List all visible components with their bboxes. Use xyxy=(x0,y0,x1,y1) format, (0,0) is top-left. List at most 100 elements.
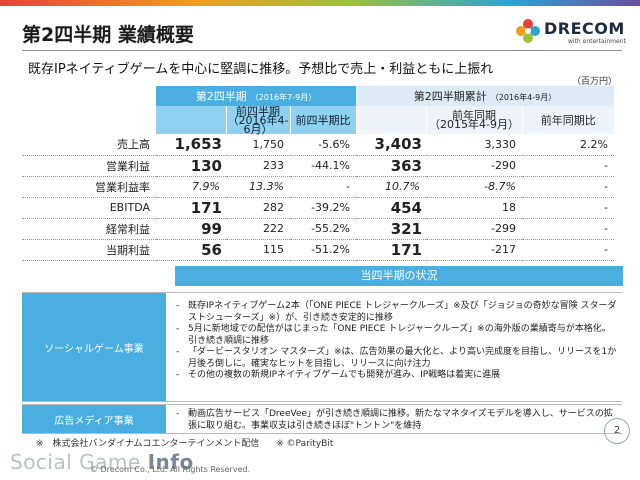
prev-quarter-value: 1,750 xyxy=(226,134,290,156)
quarter-value: 1,653 xyxy=(156,134,226,156)
ad-media-body: - 動画広告サービス「DreeVee」が引き続き順調に推移。新たなマネタイズモデル… xyxy=(174,409,618,432)
flower-logo-icon xyxy=(516,19,540,43)
quarter-value: 99 xyxy=(156,218,226,240)
table-row: 営業利益 130 233 -44.1% 363 -290 - xyxy=(22,155,614,177)
table-row: EBITDA 171 282 -39.2% 454 18 - xyxy=(22,197,614,219)
prev-quarter-header-line1: 前四半期 xyxy=(236,104,280,118)
yoy-ratio: - xyxy=(522,176,614,198)
drecom-logo: DRECOM with entertainment xyxy=(516,18,626,48)
cumulative-value: 171 xyxy=(356,239,426,261)
prev-year-header-line2: （2015年4-9月） xyxy=(429,118,519,131)
row-label: 売上高 xyxy=(22,134,156,156)
table-subheader-row: 前四半期 （2016年4-6月） 前四半期比 前年同期 （2015年4-9月） … xyxy=(22,104,614,136)
bullet-dash: - xyxy=(176,301,180,311)
footnote-1: ※ 株式会社バンダイナムコエンターテインメント配信 xyxy=(36,439,260,449)
table-row: 営業利益率 7.9% 13.3% - 10.7% -8.7% - xyxy=(22,176,614,198)
watermark: Social Game Info xyxy=(10,450,194,474)
quarter-value: 171 xyxy=(156,197,226,219)
list-item: - 既存IPネイティブゲーム2本（「ONE PIECE トレジャークルーズ」※及び… xyxy=(174,301,618,324)
cumulative-header-title: 第2四半期累計 xyxy=(413,90,487,103)
list-item: - 「ダービースタリオン マスターズ」※は、広告効果の最大化と、より高い完成度を目… xyxy=(174,347,618,370)
quarter-value: 7.9% xyxy=(156,176,226,198)
qoq-ratio: -55.2% xyxy=(290,218,356,240)
footnote-2: ※ ©ParityBit xyxy=(276,439,334,449)
prev-quarter-header-line2: （2016年4-6月） xyxy=(227,113,289,136)
watermark-suffix: Info xyxy=(147,450,194,474)
row-label: 営業利益率 xyxy=(22,176,156,198)
social-game-label: ソーシャルゲーム事業 xyxy=(22,293,166,401)
row-label: 営業利益 xyxy=(22,155,156,177)
watermark-prefix: Social Game xyxy=(10,450,148,474)
yoy-ratio: 2.2% xyxy=(522,134,614,156)
cumulative-value: 321 xyxy=(356,218,426,240)
prev-year-value: 18 xyxy=(426,197,522,219)
prev-quarter-value: 13.3% xyxy=(226,176,290,198)
bullet-dash: - xyxy=(176,324,180,334)
bullet-dash: - xyxy=(176,370,180,380)
unit-label: （百万円） xyxy=(572,77,618,87)
row-label: 経常利益 xyxy=(22,218,156,240)
social-game-body: - 既存IPネイティブゲーム2本（「ONE PIECE トレジャークルーズ」※及び… xyxy=(174,301,618,382)
yoy-ratio: - xyxy=(522,155,614,177)
prev-quarter-header: 前四半期 （2016年4-6月） xyxy=(225,104,290,136)
list-item: -5月に新地域での配信がはじまった「ONE PIECE トレジャークルーズ」※の… xyxy=(174,324,618,347)
list-item-text: 5月に新地域での配信がはじまった「ONE PIECE トレジャークルーズ」※の海… xyxy=(188,324,611,346)
prev-year-value: -8.7% xyxy=(426,176,522,198)
footnotes: ※ 株式会社バンダイナムコエンターテインメント配信 ※ ©ParityBit xyxy=(36,436,347,449)
cumulative-header: 第2四半期累計 （2016年4-9月） xyxy=(356,86,614,106)
qoq-ratio: -5.6% xyxy=(290,134,356,156)
cumulative-value: 454 xyxy=(356,197,426,219)
logo-tagline: with entertainment xyxy=(568,38,626,45)
bullet-dash: - xyxy=(176,409,180,419)
list-item: - その他の複数の新規IPネイティブゲームでも開発が進み、IP戦略は着実に進展 xyxy=(174,370,618,382)
logo-wordmark: DRECOM xyxy=(544,19,625,38)
qoq-ratio: -51.2% xyxy=(290,239,356,261)
bullet-dash: - xyxy=(176,347,180,357)
prev-year-value: -217 xyxy=(426,239,522,261)
prev-quarter-value: 282 xyxy=(226,197,290,219)
ad-media-section: 広告メディア事業 - 動画広告サービス「DreeVee」が引き続き順調に推移。新た… xyxy=(22,404,622,434)
quarter-header: 第2四半期 （2016年7-9月） xyxy=(156,86,356,106)
cumulative-value: 10.7% xyxy=(356,176,426,198)
prev-quarter-value: 222 xyxy=(226,218,290,240)
prev-year-header: 前年同期 （2015年4-9月） xyxy=(425,106,522,134)
quarter-value: 130 xyxy=(156,155,226,177)
prev-year-value: 3,330 xyxy=(426,134,522,156)
list-item-text: 既存IPネイティブゲーム2本（「ONE PIECE トレジャークルーズ」※及び「… xyxy=(188,301,617,323)
qoq-ratio: - xyxy=(290,176,356,198)
cumulative-value: 3,403 xyxy=(356,134,426,156)
copyright: © Drecom Co., Ltd. All Rights Reserved. xyxy=(90,465,251,474)
table-row: 経常利益 99 222 -55.2% 321 -299 - xyxy=(22,218,614,240)
prev-year-value: -299 xyxy=(426,218,522,240)
quarter-header-period: （2016年7-9月） xyxy=(250,93,317,102)
qoq-ratio: -39.2% xyxy=(290,197,356,219)
qoq-ratio: -44.1% xyxy=(290,155,356,177)
list-item-text: 「ダービースタリオン マスターズ」※は、広告効果の最大化と、より高い完成度を目指… xyxy=(188,347,617,369)
social-game-section: ソーシャルゲーム事業 - 既存IPネイティブゲーム2本（「ONE PIECE トレ… xyxy=(22,292,622,402)
row-label: 当期利益 xyxy=(22,239,156,261)
prev-year-header-line1: 前年同期 xyxy=(452,109,496,122)
quarter-value: 56 xyxy=(156,239,226,261)
status-heading: 当四半期の状況 xyxy=(175,266,623,286)
table-header-row: 第2四半期 （2016年7-9月） 第2四半期累計 （2016年4-9月） xyxy=(22,86,614,106)
table-row: 売上高 1,653 1,750 -5.6% 3,403 3,330 2.2% xyxy=(22,134,614,156)
list-item-text: その他の複数の新規IPネイティブゲームでも開発が進み、IP戦略は着実に進展 xyxy=(188,370,501,380)
yoy-ratio: - xyxy=(522,197,614,219)
list-item: - 動画広告サービス「DreeVee」が引き続き順調に推移。新たなマネタイズモデル… xyxy=(174,409,618,432)
table-row: 当期利益 56 115 -51.2% 171 -217 - xyxy=(22,239,614,261)
page-subtitle: 既存IPネイティブゲームを中心に堅調に推移。予想比で売上・利益ともに上振れ xyxy=(28,62,494,77)
cumulative-value: 363 xyxy=(356,155,426,177)
prev-year-value: -290 xyxy=(426,155,522,177)
qoq-ratio-header: 前四半期比 xyxy=(289,106,356,134)
yoy-ratio-header: 前年同期比 xyxy=(521,106,614,134)
list-item-text: 動画広告サービス「DreeVee」が引き続き順調に推移。新たなマネタイズモデルを… xyxy=(188,409,613,431)
prev-quarter-value: 115 xyxy=(226,239,290,261)
page-number: 2 xyxy=(604,418,630,444)
row-label: EBITDA xyxy=(22,197,156,219)
quarter-header-title: 第2四半期 xyxy=(195,90,247,103)
prev-quarter-value: 233 xyxy=(226,155,290,177)
title-divider xyxy=(22,50,622,51)
yoy-ratio: - xyxy=(522,218,614,240)
kpi-table: 第2四半期 （2016年7-9月） 第2四半期累計 （2016年4-9月） 前四半期… xyxy=(22,86,614,261)
cumulative-header-period: （2016年4-9月） xyxy=(490,93,557,102)
